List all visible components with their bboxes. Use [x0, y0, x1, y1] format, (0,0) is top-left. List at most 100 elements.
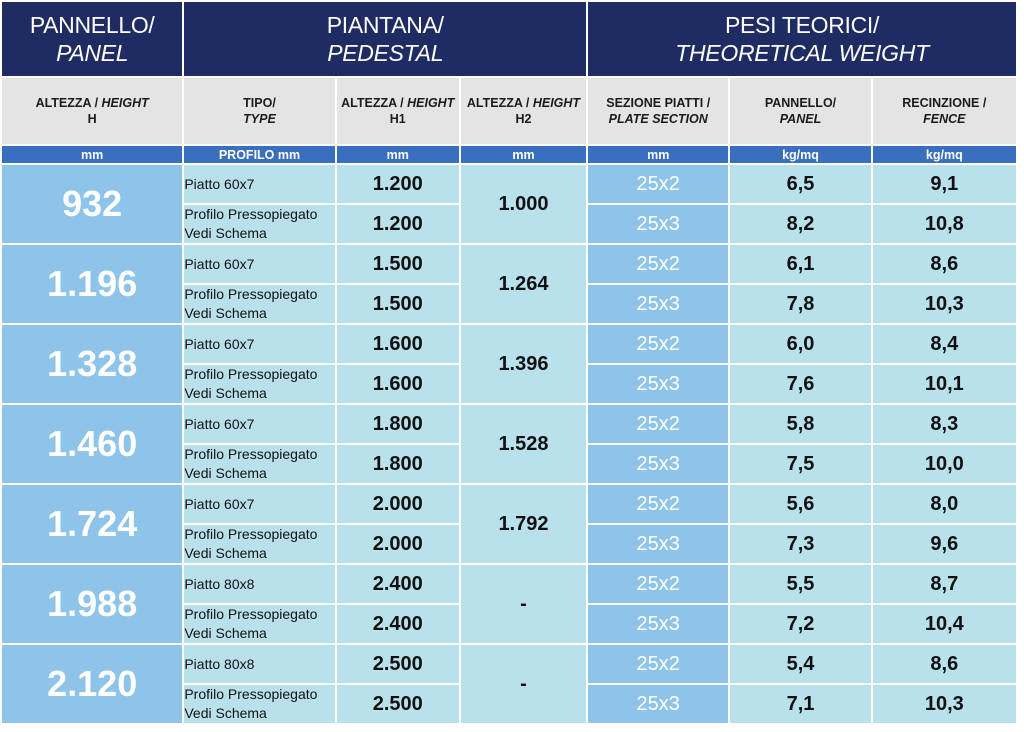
- column-header: ALTEZZA / HEIGHT H1: [336, 78, 459, 144]
- pedestal-h1-cell: 1.500: [336, 245, 459, 283]
- unit-cell: mm: [336, 146, 459, 163]
- profile-type-label: Piatto 60x7: [184, 415, 255, 432]
- unit-cell: mm: [460, 146, 587, 163]
- profile-type-note: Vedi Schema: [184, 385, 267, 401]
- weights-group-label-it: PESI TEORICI/: [724, 12, 880, 38]
- table-row: 1.724 Piatto 60x7 2.000 1.792 25x2 5,6 8,0: [2, 485, 1016, 563]
- profile-type-label: Profilo Pressopiegato: [184, 286, 318, 302]
- column-header-en: TYPE: [243, 112, 276, 126]
- profile-type-note: Vedi Schema: [184, 305, 267, 321]
- column-header-en: PLATE SECTION: [608, 112, 708, 126]
- column-header-en: HEIGHT: [532, 96, 581, 110]
- pedestal-group-label-it: PIANTANA/: [326, 12, 444, 38]
- column-header-row: ALTEZZA / HEIGHT H TIPO/TYPE ALTEZZA / HEIG…: [2, 78, 1016, 144]
- pedestal-h1-cell: 1.600: [336, 325, 459, 363]
- table-row: Profilo Pressopiegato Vedi Schema 1.800 25x…: [2, 445, 1016, 483]
- panel-height-cell: 1.328: [2, 325, 183, 403]
- profile-type-label: Profilo Pressopiegato: [184, 526, 318, 542]
- profile-type-cell: Piatto 60x7: [184, 485, 335, 523]
- fence-weight-cell: 9,1: [872, 165, 1016, 203]
- profile-type-label: Profilo Pressopiegato: [184, 446, 318, 462]
- fence-weight-cell: 8,0: [872, 485, 1016, 523]
- profile-type-cell: Piatto 60x7: [184, 325, 335, 363]
- profile-type-cell: Piatto 60x7: [184, 405, 335, 443]
- plate-section-cell: 25x2: [588, 645, 729, 683]
- panel-weight-cell: 5,8: [730, 405, 871, 443]
- profile-type-cell: Profilo Pressopiegato Vedi Schema: [184, 605, 335, 643]
- panel-weight-cell: 7,5: [730, 445, 871, 483]
- profile-type-note: Vedi Schema: [184, 465, 267, 481]
- pedestal-group-header: PIANTANA/ PEDESTAL: [184, 2, 587, 76]
- plate-section-cell: 25x2: [588, 565, 729, 603]
- unit-cell: kg/mq: [730, 146, 871, 163]
- column-header-symbol: H: [87, 112, 97, 126]
- fence-weight-cell: 10,4: [872, 605, 1016, 643]
- table-row: 1.988 Piatto 80x8 2.400-25x2 5,5 8,7: [2, 565, 1016, 643]
- pedestal-h2-cell: 1.396: [460, 325, 587, 403]
- plate-section-cell: 25x2: [588, 485, 729, 523]
- table-row: 1.328 Piatto 60x7 1.600 1.396 25x2 6,0 8,4: [2, 325, 1016, 403]
- panel-height-cell: 932: [2, 165, 183, 243]
- column-header-it: ALTEZZA /: [466, 96, 533, 110]
- profile-type-cell: Piatto 80x8: [184, 645, 335, 683]
- pedestal-h1-cell: 2.400: [336, 605, 459, 643]
- fence-weight-cell: 8,3: [872, 405, 1016, 443]
- column-header-it: TIPO/: [243, 96, 276, 110]
- profile-type-label: Piatto 60x7: [184, 495, 255, 512]
- column-header-it: ALTEZZA /: [35, 96, 102, 110]
- pedestal-h2-cell: 1.528: [460, 405, 587, 483]
- table-row: 1.196 Piatto 60x7 1.500 1.264 25x2 6,1 8,6: [2, 245, 1016, 323]
- pedestal-h1-cell: 2.400: [336, 565, 459, 603]
- panel-weight-cell: 7,1: [730, 685, 871, 723]
- profile-type-note: Vedi Schema: [184, 225, 267, 241]
- pedestal-group-label-en: PEDESTAL: [327, 40, 444, 66]
- pedestal-h1-cell: 1.600: [336, 365, 459, 403]
- profile-type-note: Vedi Schema: [184, 625, 267, 641]
- column-header-en: PANEL: [779, 112, 822, 126]
- plate-section-cell: 25x2: [588, 165, 729, 203]
- table-row: Profilo Pressopiegato Vedi Schema 2.500 25x…: [2, 685, 1016, 723]
- table-row: 2.120 Piatto 80x8 2.500-25x2 5,4 8,6: [2, 645, 1016, 723]
- panel-weight-cell: 5,6: [730, 485, 871, 523]
- unit-row: mm PROFILO mm mm mm mm kg/mq kg/mq: [2, 146, 1016, 163]
- plate-section-cell: 25x3: [588, 205, 729, 243]
- plate-section-cell: 25x2: [588, 325, 729, 363]
- column-header-it: SEZIONE PIATTI /: [606, 96, 711, 110]
- profile-type-cell: Piatto 60x7: [184, 165, 335, 203]
- fence-weight-cell: 10,1: [872, 365, 1016, 403]
- panel-height-cell: 1.724: [2, 485, 183, 563]
- panel-weight-cell: 7,6: [730, 365, 871, 403]
- pedestal-h1-cell: 2.000: [336, 485, 459, 523]
- pedestal-h1-cell: 2.500: [336, 645, 459, 683]
- panel-weight-cell: 7,8: [730, 285, 871, 323]
- column-header-symbol: H2: [515, 112, 532, 126]
- fence-weight-cell: 10,3: [872, 685, 1016, 723]
- column-header: ALTEZZA / HEIGHT H: [2, 78, 183, 144]
- column-header: RECINZIONE / FENCE: [872, 78, 1016, 144]
- pedestal-h2-cell: -: [460, 645, 587, 723]
- profile-type-label: Profilo Pressopiegato: [184, 206, 318, 222]
- pedestal-h1-cell: 2.500: [336, 685, 459, 723]
- profile-type-label: Piatto 80x8: [184, 655, 255, 672]
- column-header-en: HEIGHT: [101, 96, 149, 110]
- pedestal-h2-cell: 1.792: [460, 485, 587, 563]
- profile-type-cell: Piatto 80x8: [184, 565, 335, 603]
- table-row: Profilo Pressopiegato Vedi Schema 1.500 25x…: [2, 285, 1016, 323]
- panel-height-cell: 1.196: [2, 245, 183, 323]
- profile-type-label: Profilo Pressopiegato: [184, 606, 318, 622]
- profile-type-cell: Piatto 60x7: [184, 245, 335, 283]
- column-header-it: PANNELLO/: [764, 96, 837, 110]
- panel-weight-cell: 6,1: [730, 245, 871, 283]
- fence-weight-cell: 8,4: [872, 325, 1016, 363]
- pedestal-h1-cell: 1.500: [336, 285, 459, 323]
- table-body: 932 Piatto 60x7 1.200 1.000 25x2 6,5 9,1 Profil…: [2, 165, 1016, 723]
- column-header: ALTEZZA / HEIGHT H2: [460, 78, 587, 144]
- pedestal-h2-cell: -: [460, 565, 587, 643]
- profile-type-label: Piatto 60x7: [184, 255, 255, 272]
- plate-section-cell: 25x2: [588, 245, 729, 283]
- fence-weight-cell: 10,8: [872, 205, 1016, 243]
- profile-type-cell: Profilo Pressopiegato Vedi Schema: [184, 685, 335, 723]
- profile-type-label: Piatto 60x7: [184, 175, 255, 192]
- panel-height-cell: 1.460: [2, 405, 183, 483]
- fence-weight-cell: 10,3: [872, 285, 1016, 323]
